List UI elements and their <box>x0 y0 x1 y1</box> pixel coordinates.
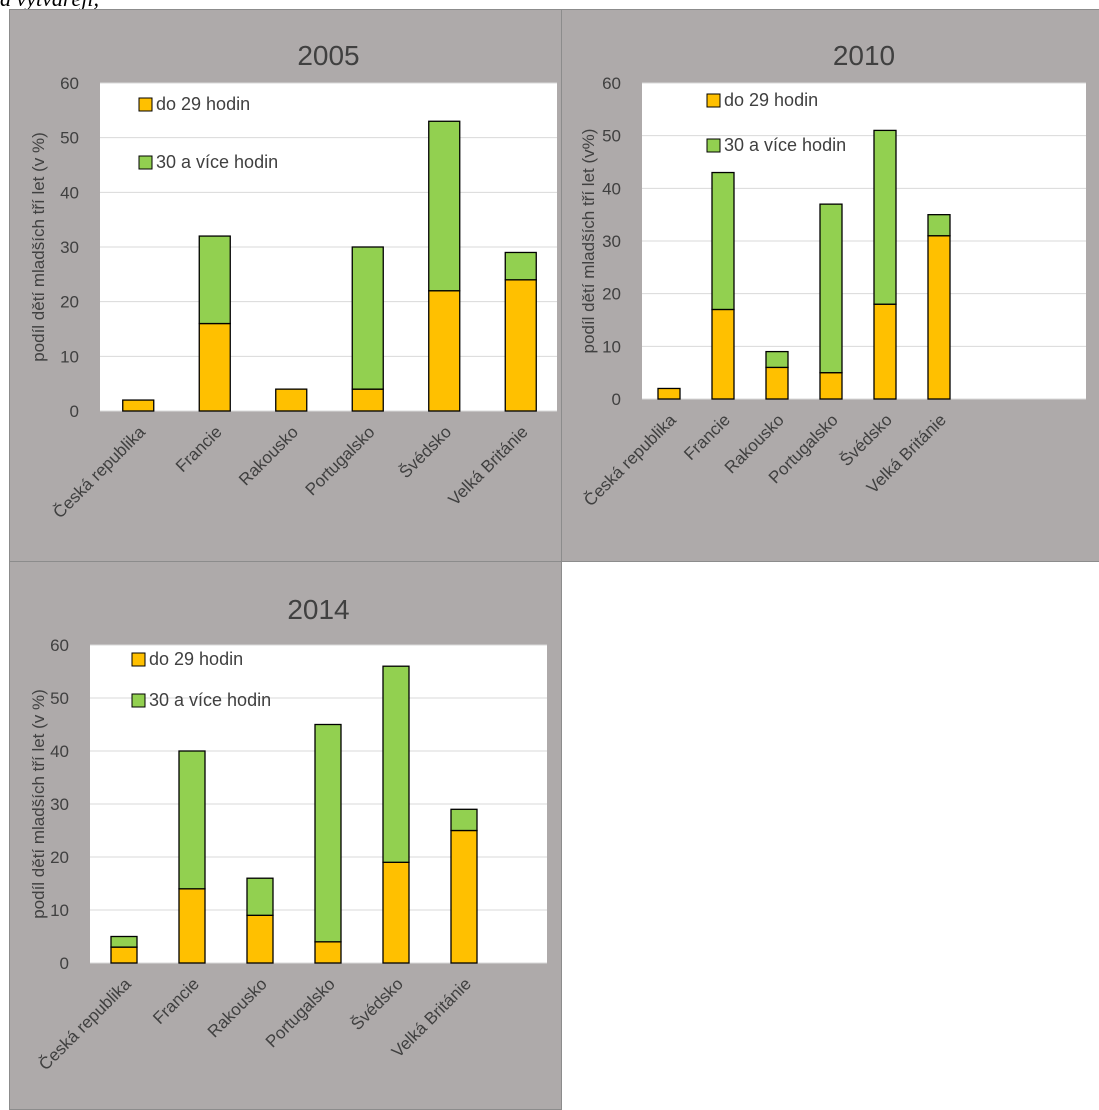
chart-2005-bar-francie-30-plus <box>198 235 231 325</box>
chart-2014-bar-velka-britanie-30-plus <box>450 808 478 832</box>
chart-2014-legend-label: 30 a více hodin <box>149 690 271 710</box>
chart-2010-bar-francie-do-29 <box>711 308 735 400</box>
chart-panel-2010: 2010 0 10 20 30 40 50 60 podíl dětí mladších tří… <box>561 9 1099 562</box>
chart-2014-x-tick-label: Česká republika <box>35 974 135 1074</box>
chart-2005-ytick-label: 30 <box>60 238 79 257</box>
chart-2005-bar-portugalsko-do-29 <box>351 388 384 412</box>
chart-2005-x-tick-label: Česká republika <box>49 422 149 522</box>
chart-2014-ytick-label: 0 <box>60 954 69 973</box>
chart-2010-ytick-label: 40 <box>602 179 621 198</box>
chart-2010-title: 2010 <box>833 40 895 71</box>
chart-2010-ytick-label: 30 <box>602 232 621 251</box>
chart-2014-bar-velka-britanie-do-29 <box>450 829 478 964</box>
chart-2005-svg: 2005 0 10 20 30 40 50 60 podíl dětí mladších tří… <box>29 40 557 522</box>
chart-2010-bar-portugalsko-do-29 <box>819 372 843 400</box>
chart-2005-bar-svedsko-do-29 <box>428 290 461 412</box>
chart-2014-bar-francie-30-plus <box>178 750 206 890</box>
chart-2005-ytick-label: 40 <box>60 183 79 202</box>
chart-2010-bar-rakousko-do-29 <box>765 366 789 400</box>
chart-2010-legend-label: 30 a více hodin <box>724 135 846 155</box>
chart-panel-2014: 2014 0 10 20 30 40 50 60 podíl dětí mladších tří… <box>9 561 562 1110</box>
chart-2005-x-tick-label: Švédsko <box>396 422 456 482</box>
chart-2014-legend-label: do 29 hodin <box>149 649 243 669</box>
chart-2014-bar-rakousko-30-plus <box>246 877 274 916</box>
chart-2010-bar-svedsko-do-29 <box>873 303 897 400</box>
chart-2010-y-axis-label: podíl dětí mladších tří let (v%) <box>579 129 598 354</box>
chart-2010-bar-portugalsko-30-plus <box>819 203 843 374</box>
chart-2014-bar-francie-do-29 <box>178 888 206 964</box>
chart-2005-bar-portugalsko-30-plus <box>351 246 384 390</box>
chart-2005-ytick-label: 50 <box>60 129 79 148</box>
chart-2014-ytick-label: 30 <box>50 795 69 814</box>
chart-2005-bar-velka-britanie-30-plus <box>504 251 537 281</box>
chart-2005-x-tick-label: Velká Británie <box>445 422 532 509</box>
chart-2014-ytick-label: 10 <box>50 901 69 920</box>
chart-2010-legend-swatch-do-29 <box>706 93 721 108</box>
chart-2014-x-tick-label: Portugalsko <box>262 974 339 1051</box>
chart-2010-legend-swatch-30-plus <box>706 138 721 153</box>
chart-2010-bar-svedsko-30-plus <box>873 129 897 305</box>
chart-2010-bar-velka-britanie-30-plus <box>927 214 951 237</box>
chart-2005-title: 2005 <box>297 40 359 71</box>
chart-2005-legend-label: do 29 hodin <box>156 94 250 114</box>
chart-2014-bar-ceska-republika-30-plus <box>110 935 138 948</box>
chart-2005-bar-francie-do-29 <box>198 322 231 412</box>
chart-2010-legend-label: do 29 hodin <box>724 90 818 110</box>
chart-2005-ytick-label: 10 <box>60 347 79 366</box>
chart-2005-bar-ceska-republika-do-29 <box>122 399 155 412</box>
chart-2010-ytick-label: 50 <box>602 127 621 146</box>
chart-2014-bar-rakousko-do-29 <box>246 914 274 964</box>
chart-2014-ytick-label: 50 <box>50 689 69 708</box>
chart-panel-2005: 2005 0 10 20 30 40 50 60 podíl dětí mladších tří… <box>9 9 562 562</box>
chart-2010-x-tick-label: Česká republika <box>580 410 680 510</box>
chart-2005-legend-swatch-do-29 <box>138 97 153 112</box>
chart-2010-bar-rakousko-30-plus <box>765 350 789 369</box>
chart-2010-ytick-label: 20 <box>602 285 621 304</box>
chart-2014-title: 2014 <box>287 594 349 625</box>
chart-2005-ytick-label: 0 <box>70 402 79 421</box>
chart-2005-bar-velka-britanie-do-29 <box>504 279 537 412</box>
chart-2014-bar-ceska-republika-do-29 <box>110 946 138 964</box>
chart-2014-x-tick-label: Rakousko <box>204 974 271 1041</box>
chart-2005-ytick-label: 60 <box>60 74 79 93</box>
chart-2014-ytick-label: 40 <box>50 742 69 761</box>
chart-2005-legend-swatch-30-plus <box>138 155 153 170</box>
chart-2005-x-tick-label: Francie <box>172 422 226 476</box>
chart-2005-y-axis-label: podíl dětí mladších tří let (v %) <box>29 132 48 362</box>
chart-2010-ytick-label: 0 <box>612 390 621 409</box>
chart-2014-x-tick-label: Švédsko <box>347 974 407 1034</box>
chart-2014-bar-portugalsko-30-plus <box>314 723 342 943</box>
chart-2010-bar-ceska-republika-do-29 <box>657 387 681 400</box>
chart-2010-ytick-label: 60 <box>602 74 621 93</box>
chart-2010-bar-velka-britanie-do-29 <box>927 235 951 400</box>
chart-2010-ytick-label: 10 <box>602 337 621 356</box>
chart-2005-bar-rakousko-do-29 <box>275 388 308 412</box>
chart-2010-x-tick-label: Francie <box>680 410 734 464</box>
chart-2014-legend-swatch-30-plus <box>131 693 146 708</box>
page-caption: a vytvářejí, <box>0 0 99 12</box>
chart-2005-bar-svedsko-30-plus <box>428 120 461 292</box>
chart-2010-svg: 2010 0 10 20 30 40 50 60 podíl dětí mladších tří… <box>579 40 1086 510</box>
chart-2014-x-tick-label: Francie <box>149 974 203 1028</box>
chart-2005-x-tick-label: Rakousko <box>235 422 302 489</box>
chart-2014-ytick-label: 60 <box>50 636 69 655</box>
chart-2014-svg: 2014 0 10 20 30 40 50 60 podíl dětí mladších tří… <box>29 594 547 1074</box>
chart-2005-x-tick-label: Portugalsko <box>302 422 379 499</box>
chart-2010-bar-francie-30-plus <box>711 171 735 311</box>
chart-2014-ytick-label: 20 <box>50 848 69 867</box>
chart-2014-bar-svedsko-do-29 <box>382 861 410 964</box>
chart-2014-legend-swatch-do-29 <box>131 652 146 667</box>
chart-2005-ytick-label: 20 <box>60 293 79 312</box>
chart-2014-bar-svedsko-30-plus <box>382 665 410 863</box>
chart-2014-bar-portugalsko-do-29 <box>314 941 342 964</box>
chart-2014-y-axis-label: podíl dětí mladších tří let (v %) <box>29 689 48 919</box>
chart-2005-legend-label: 30 a více hodin <box>156 152 278 172</box>
